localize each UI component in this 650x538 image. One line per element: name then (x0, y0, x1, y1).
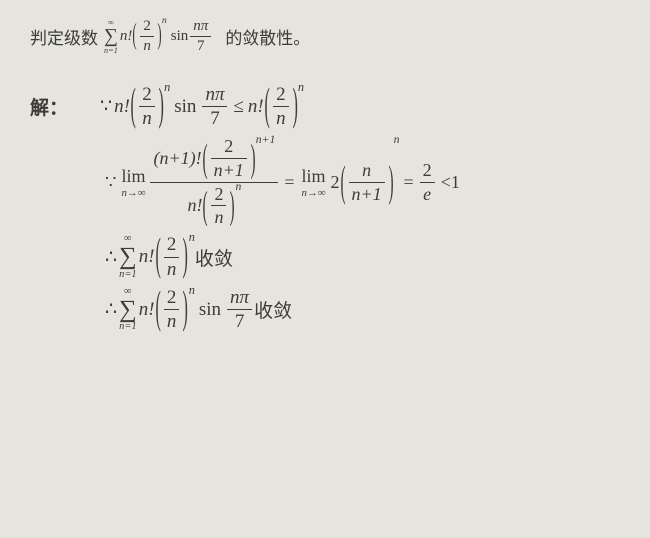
problem-statement: 判定级数 ∞ ∑ n=1 n! ( 2 n ) n (30, 18, 620, 56)
sigma-icon: ∞ ∑ n=1 (119, 287, 137, 333)
problem-suffix: 的敛散性。 (225, 24, 310, 49)
problem-prefix: 判定级数 (30, 24, 98, 49)
sigma-icon: ∞ ∑ n=1 (104, 19, 118, 55)
solution-label: 解： (30, 93, 100, 120)
solution-step-1: 解： ∵ n! ( 2 n ) n sin nπ (30, 84, 620, 131)
limit: lim n→∞ (302, 166, 326, 199)
leq-symbol: ≤ (233, 96, 243, 118)
conclusion-text: 收敛 (254, 296, 292, 323)
solution-step-4: ∴ ∞ ∑ n=1 n! ( 2 n ) n sin (105, 287, 620, 334)
solution-step-3: ∴ ∞ ∑ n=1 n! ( 2 n ) n 收敛 (105, 234, 620, 281)
therefore-symbol: ∴ (105, 298, 117, 321)
sigma-icon: ∞ ∑ n=1 (119, 234, 137, 280)
because-symbol: ∵ (100, 95, 112, 118)
therefore-symbol: ∴ (105, 246, 117, 269)
limit: lim n→∞ (121, 166, 145, 199)
factorial: n! (120, 28, 133, 45)
solution-step-2: ∵ lim n→∞ (n+1)! ( 2 (105, 136, 620, 228)
because-symbol: ∵ (105, 172, 116, 193)
conclusion-text: 收敛 (195, 244, 233, 271)
ratio-fraction: (n+1)! ( 2 n+1 ) (150, 136, 278, 228)
math-document: 判定级数 ∞ ∑ n=1 n! ( 2 n ) n (0, 0, 650, 357)
